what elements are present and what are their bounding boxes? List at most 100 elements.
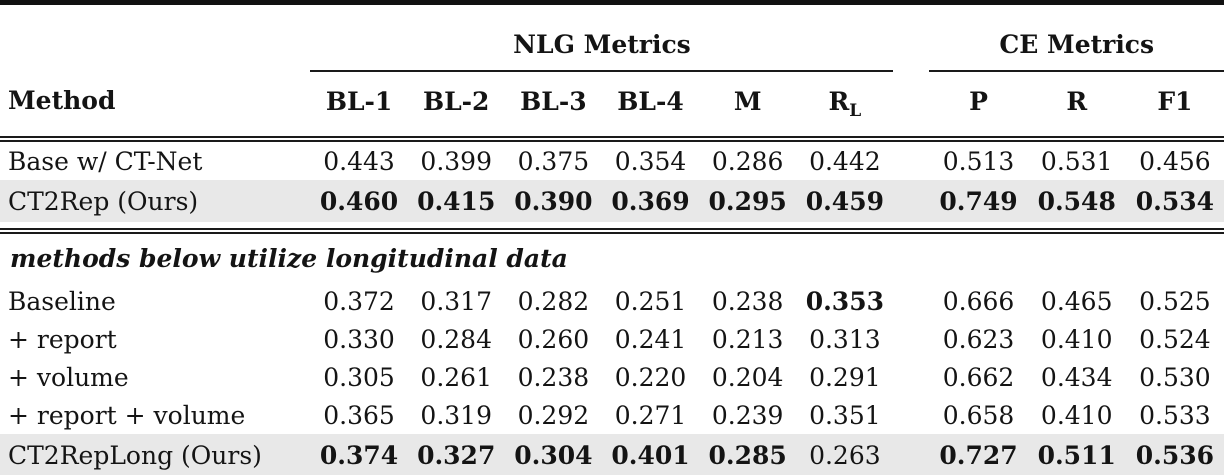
- rouge-letter: R: [828, 86, 850, 116]
- value-cell: 0.238: [517, 362, 590, 392]
- value-cell: 0.658: [942, 400, 1015, 430]
- value-cell: 0.410: [1040, 400, 1113, 430]
- column-header-meteor: M: [733, 86, 762, 116]
- value-cell: 0.513: [942, 146, 1015, 176]
- section-note-row: methods below utilize longitudinal data: [0, 234, 1224, 282]
- value-cell: 0.354: [614, 146, 687, 176]
- value-cell: 0.548: [1027, 180, 1126, 222]
- value-cell: 0.531: [1040, 146, 1113, 176]
- value-cell: 0.727: [929, 434, 1028, 475]
- method-cell: Base w/ CT-Net: [8, 146, 203, 176]
- method-cell: + volume: [8, 362, 129, 392]
- value-cell: 0.459: [796, 180, 894, 222]
- value-cell: 0.271: [614, 400, 687, 430]
- value-cell: 0.442: [809, 146, 881, 176]
- method-column-header: Method: [8, 86, 116, 115]
- value-cell: 0.238: [711, 286, 784, 316]
- value-cell: 0.284: [420, 324, 492, 354]
- value-cell: 0.460: [310, 180, 408, 222]
- value-cell: 0.327: [407, 434, 505, 475]
- column-spacer: [893, 396, 929, 434]
- section-divider-row: [0, 222, 1224, 234]
- table-row: + report 0.330 0.284 0.260 0.241 0.213 0.313 0.…: [0, 320, 1224, 358]
- table-row: Baseline 0.372 0.317 0.282 0.251 0.238 0.353 0.…: [0, 282, 1224, 320]
- column-spacer: [893, 71, 929, 130]
- column-spacer: [893, 142, 929, 180]
- value-cell: 0.286: [711, 146, 784, 176]
- value-cell: 0.536: [1125, 434, 1224, 475]
- value-cell: 0.456: [1139, 146, 1211, 176]
- value-cell: 0.220: [614, 362, 687, 392]
- method-cell: + report + volume: [8, 400, 246, 430]
- results-table: NLG Metrics CE Metrics Method BL-1 BL-2 …: [0, 5, 1224, 475]
- method-cell: + report: [8, 324, 117, 354]
- value-cell: 0.213: [711, 324, 784, 354]
- value-cell: 0.399: [420, 146, 492, 176]
- column-header-bl3: BL-3: [520, 86, 587, 116]
- value-cell: 0.534: [1125, 180, 1224, 222]
- value-cell: 0.524: [1139, 324, 1211, 354]
- value-cell: 0.372: [323, 286, 395, 316]
- value-cell: 0.305: [323, 362, 395, 392]
- value-cell: 0.263: [796, 434, 894, 475]
- value-cell: 0.666: [942, 286, 1015, 316]
- column-header-bl2: BL-2: [422, 86, 490, 116]
- column-spacer: [893, 434, 930, 475]
- section-divider-rule: [0, 228, 1224, 234]
- table-row: Base w/ CT-Net 0.443 0.399 0.375 0.354 0.286 0…: [0, 142, 1224, 180]
- value-cell: 0.285: [699, 434, 797, 475]
- column-header-f1: F1: [1157, 86, 1193, 116]
- header-divider-row: [0, 130, 1224, 142]
- value-cell: 0.443: [323, 146, 395, 176]
- value-cell: 0.241: [614, 324, 687, 354]
- value-cell: 0.353: [805, 286, 884, 316]
- method-cell: Baseline: [8, 286, 116, 316]
- value-cell: 0.533: [1139, 400, 1211, 430]
- value-cell: 0.415: [407, 180, 505, 222]
- method-cell: CT2RepLong (Ours): [0, 434, 311, 475]
- section-note: methods below utilize longitudinal data: [10, 243, 568, 273]
- table-row: CT2RepLong (Ours) 0.374 0.327 0.304 0.401 0.2…: [0, 434, 1224, 475]
- value-cell: 0.511: [1027, 434, 1126, 475]
- column-header-recall: R: [1066, 86, 1088, 116]
- value-cell: 0.260: [517, 324, 590, 354]
- value-cell: 0.401: [601, 434, 700, 475]
- value-cell: 0.330: [323, 324, 395, 354]
- value-cell: 0.313: [809, 324, 881, 354]
- ce-metrics-group-header: CE Metrics: [929, 5, 1224, 72]
- value-cell: 0.749: [929, 180, 1028, 222]
- value-cell: 0.375: [517, 146, 590, 176]
- nlg-metrics-group-header: NLG Metrics: [310, 5, 894, 72]
- group-header-spacer: [0, 5, 310, 71]
- column-spacer: [893, 358, 929, 396]
- value-cell: 0.251: [614, 286, 687, 316]
- column-spacer: [893, 320, 929, 358]
- group-header-row: NLG Metrics CE Metrics: [0, 5, 1224, 72]
- value-cell: 0.261: [420, 362, 492, 392]
- value-cell: 0.525: [1139, 286, 1211, 316]
- value-cell: 0.390: [504, 180, 602, 222]
- value-cell: 0.292: [517, 400, 590, 430]
- value-cell: 0.295: [699, 180, 797, 222]
- value-cell: 0.434: [1040, 362, 1113, 392]
- column-header-precision: P: [969, 86, 988, 116]
- method-cell: CT2Rep (Ours): [0, 180, 311, 222]
- table-row: + volume 0.305 0.261 0.238 0.220 0.204 0.291 0.…: [0, 358, 1224, 396]
- value-cell: 0.204: [711, 362, 784, 392]
- table-row: + report + volume 0.365 0.319 0.292 0.271 0.2…: [0, 396, 1224, 434]
- value-cell: 0.239: [711, 400, 784, 430]
- value-cell: 0.351: [809, 400, 881, 430]
- value-cell: 0.465: [1040, 286, 1113, 316]
- header-divider-rule: [0, 136, 1224, 142]
- value-cell: 0.319: [420, 400, 492, 430]
- table-row: CT2Rep (Ours) 0.460 0.415 0.390 0.369 0.295 0.…: [0, 180, 1224, 222]
- column-header-bl1: BL-1: [325, 86, 393, 116]
- value-cell: 0.369: [601, 180, 700, 222]
- column-spacer: [893, 5, 929, 71]
- table-body: Base w/ CT-Net 0.443 0.399 0.375 0.354 0.286 0…: [0, 142, 1224, 475]
- column-spacer: [893, 282, 929, 320]
- value-cell: 0.374: [310, 434, 408, 475]
- value-cell: 0.410: [1040, 324, 1113, 354]
- value-cell: 0.291: [809, 362, 881, 392]
- value-cell: 0.530: [1139, 362, 1211, 392]
